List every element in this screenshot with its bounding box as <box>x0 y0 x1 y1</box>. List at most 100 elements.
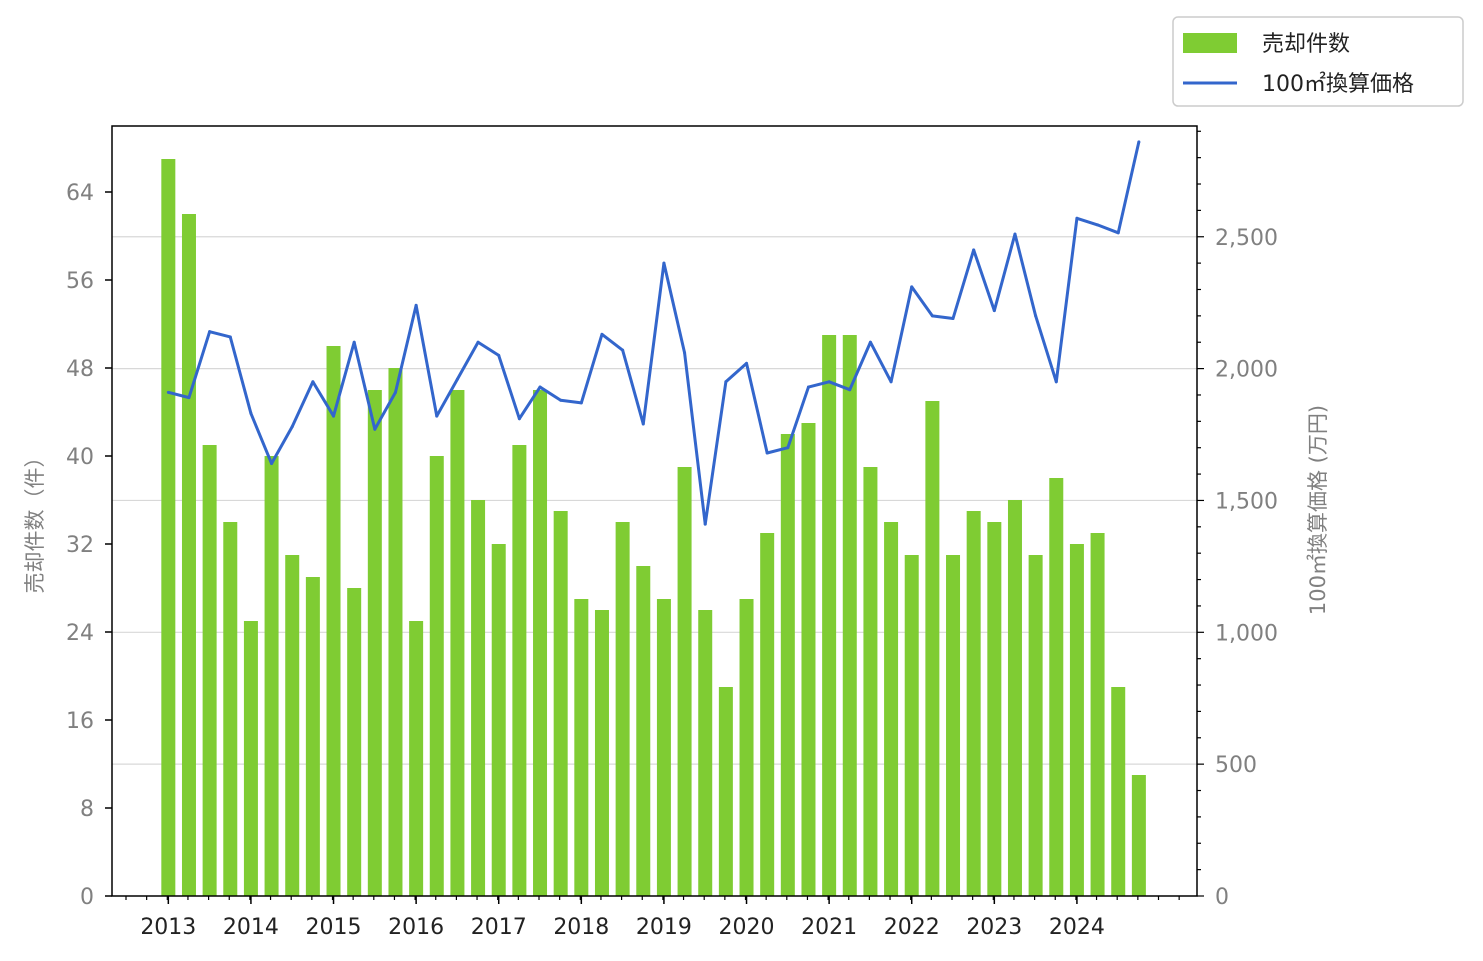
left-y-tick-label: 0 <box>80 885 94 910</box>
x-tick-label: 2019 <box>636 915 692 940</box>
bar <box>574 599 589 896</box>
bar <box>471 500 486 896</box>
right-y-tick-label: 0 <box>1215 885 1229 910</box>
line-point <box>435 414 439 418</box>
right-y-tick-label: 1,500 <box>1215 489 1278 514</box>
left-y-tick-label: 32 <box>66 533 94 558</box>
line-point <box>1054 380 1058 384</box>
line-point <box>910 285 914 289</box>
x-tick-label: 2013 <box>140 915 196 940</box>
line-point <box>311 380 315 384</box>
x-tick-label: 2018 <box>553 915 609 940</box>
bar <box>181 214 196 896</box>
x-tick-label: 2017 <box>471 915 527 940</box>
line-point <box>517 417 521 421</box>
x-tick-label: 2022 <box>884 915 940 940</box>
bar <box>822 335 837 896</box>
bar <box>1028 555 1043 896</box>
line-point <box>1137 140 1141 144</box>
legend: 売却件数 100㎡換算価格 <box>1172 16 1464 107</box>
line-point <box>951 317 955 320</box>
line-point <box>373 427 377 431</box>
bar <box>1007 500 1022 896</box>
line-point <box>497 353 501 357</box>
bar <box>512 445 527 896</box>
x-axis: 2013 2014 2015 2016 2017 2018 2019 2020 2021 2022… <box>125 896 1180 940</box>
bar <box>367 390 382 896</box>
left-y-tick-label: 56 <box>66 269 94 294</box>
line-point <box>332 414 336 418</box>
left-y-tick-label: 40 <box>66 445 94 470</box>
line-point <box>1116 231 1120 235</box>
bar <box>904 555 919 896</box>
line-point <box>868 340 872 344</box>
line-point <box>228 335 232 339</box>
bar <box>409 621 424 896</box>
bar <box>780 434 795 896</box>
bar <box>223 522 238 896</box>
x-tick-label: 2016 <box>388 915 444 940</box>
line-point <box>889 380 893 384</box>
right-y-tick-label: 2,500 <box>1215 226 1278 251</box>
bar <box>533 390 548 896</box>
line-point <box>1034 314 1038 318</box>
line-point <box>208 330 212 334</box>
line-point <box>972 248 976 252</box>
plot-frame <box>111 125 1198 897</box>
left-y-tick-label: 16 <box>66 709 94 734</box>
line-point <box>683 351 687 355</box>
legend-swatch-bar <box>1183 33 1237 53</box>
bar <box>801 423 816 896</box>
left-y-axis-label: 売却件数（件） <box>23 447 47 594</box>
line-point <box>786 446 790 450</box>
bar <box>1111 687 1126 896</box>
x-tick-label: 2024 <box>1049 915 1105 940</box>
line-point <box>414 303 418 307</box>
bar <box>966 511 981 896</box>
x-tick-label: 2015 <box>306 915 362 940</box>
left-y-tick-label: 8 <box>80 797 94 822</box>
line-point <box>352 340 356 344</box>
line-point <box>1075 216 1079 220</box>
line-point <box>393 390 397 394</box>
line-point <box>290 425 294 429</box>
bar <box>202 445 217 896</box>
bar <box>1090 533 1105 896</box>
line-point <box>827 380 831 384</box>
bar <box>987 522 1002 896</box>
line-point <box>724 380 728 384</box>
line-point <box>641 422 645 426</box>
bar <box>450 390 465 896</box>
line-point <box>476 340 480 344</box>
line-point <box>930 314 934 318</box>
bar <box>718 687 733 896</box>
bar <box>594 610 609 896</box>
bar <box>161 159 176 896</box>
bar <box>553 511 568 896</box>
bar <box>656 599 671 896</box>
line-point <box>848 388 852 392</box>
bar <box>285 555 300 896</box>
bar <box>429 456 444 896</box>
bar <box>347 588 362 896</box>
bar <box>677 467 692 896</box>
left-y-tick-label: 24 <box>66 621 94 646</box>
line-series <box>166 140 1141 526</box>
bar-series <box>161 159 1146 896</box>
line-point <box>992 309 996 313</box>
line-point <box>621 348 625 352</box>
legend-box <box>1172 16 1464 107</box>
line-point <box>579 401 583 405</box>
right-y-axis-label: 100㎡換算価格 (万円) <box>1306 405 1330 615</box>
line-point <box>662 261 666 265</box>
line-point <box>765 451 769 455</box>
bar <box>1049 478 1064 896</box>
bar <box>946 555 961 896</box>
bar <box>698 610 713 896</box>
bar <box>243 621 258 896</box>
right-y-axis: 0 500 1,000 1,500 2,000 2,500 <box>1197 130 1278 910</box>
bar <box>863 467 878 896</box>
left-y-tick-label: 48 <box>66 357 94 382</box>
bar <box>1069 544 1084 896</box>
